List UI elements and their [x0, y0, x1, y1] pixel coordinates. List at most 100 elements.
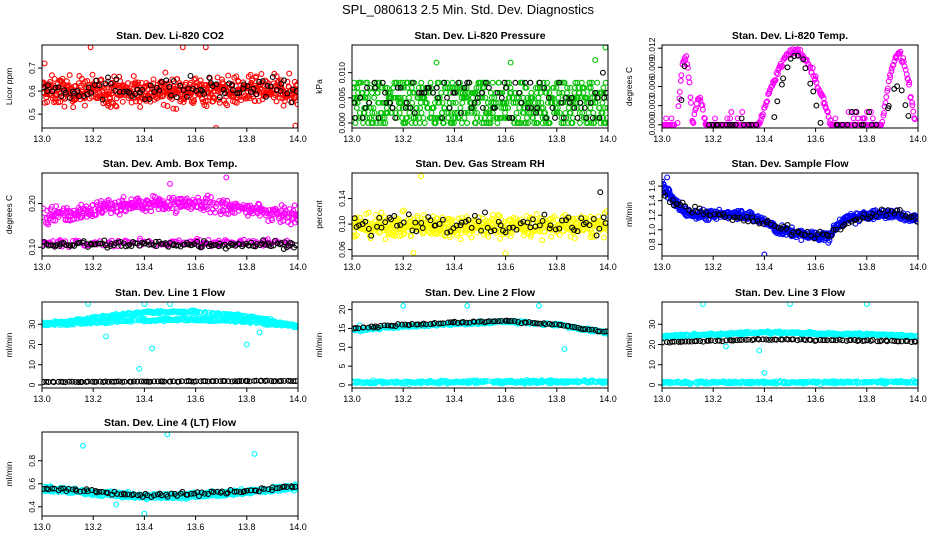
- data-point: [412, 219, 419, 226]
- data-point: [371, 84, 378, 91]
- data-point: [518, 99, 525, 106]
- data-point: [860, 121, 867, 128]
- data-point: [202, 45, 209, 51]
- data-point: [281, 77, 287, 84]
- y-tick-label: 0.10: [27, 239, 37, 256]
- x-tick-label: 14.0: [909, 134, 927, 144]
- data-point: [232, 378, 238, 385]
- data-point: [513, 109, 520, 116]
- data-point: [457, 104, 464, 111]
- data-point: [212, 209, 219, 216]
- data-point: [430, 104, 437, 111]
- data-point: [583, 114, 590, 121]
- data-point: [136, 198, 142, 205]
- data-point: [907, 94, 914, 100]
- data-point: [600, 234, 607, 241]
- data-point: [380, 120, 387, 126]
- data-point: [207, 241, 214, 248]
- data-point: [482, 94, 489, 101]
- data-point: [155, 206, 162, 213]
- data-point: [760, 111, 766, 118]
- data-point: [802, 65, 809, 72]
- series-secondary: [352, 69, 608, 121]
- data-point: [732, 121, 739, 128]
- data-point: [449, 79, 456, 86]
- data-point: [756, 220, 763, 227]
- data-point: [697, 94, 704, 101]
- x-tick-label: 13.4: [446, 134, 464, 144]
- data-point: [662, 192, 669, 199]
- data-point: [599, 69, 606, 76]
- data-point: [376, 229, 383, 236]
- data-point: [492, 218, 499, 225]
- data-point: [588, 120, 595, 126]
- x-tick-label: 13.6: [807, 262, 825, 272]
- data-point: [44, 99, 51, 105]
- data-point: [81, 102, 88, 109]
- data-point: [140, 92, 147, 99]
- data-point: [696, 205, 703, 212]
- data-point: [418, 109, 425, 116]
- data-point: [107, 80, 114, 87]
- data-point: [845, 220, 852, 227]
- x-tick-label: 13.2: [84, 394, 102, 404]
- chart-title: Stan. Dev. Li-820 Pressure: [414, 30, 545, 42]
- data-point: [550, 84, 557, 91]
- y-tick-label: 0.8: [647, 238, 657, 250]
- data-point: [258, 71, 265, 77]
- data-point: [454, 230, 461, 237]
- data-point: [85, 302, 92, 307]
- plot-points: [42, 302, 298, 386]
- y-tick-label: 0.005: [337, 87, 347, 109]
- data-point: [128, 378, 134, 385]
- data-point: [771, 114, 778, 121]
- data-point: [551, 213, 558, 220]
- data-point: [204, 192, 211, 199]
- data-point: [259, 78, 266, 85]
- data-point: [758, 112, 765, 119]
- x-tick-label: 13.6: [497, 134, 515, 144]
- data-point: [497, 222, 504, 229]
- data-point: [828, 232, 835, 239]
- y-tick-label: 0.14: [337, 190, 347, 207]
- data-point: [273, 73, 280, 80]
- data-point: [202, 309, 209, 316]
- data-point: [255, 200, 262, 207]
- data-point: [293, 88, 298, 95]
- data-point: [227, 240, 234, 247]
- x-tick-label: 13.6: [497, 262, 515, 272]
- y-axis-label: ml/min: [624, 202, 634, 227]
- x-tick-label: 13.8: [548, 134, 566, 144]
- data-point: [534, 104, 541, 111]
- data-point: [448, 109, 455, 116]
- data-point: [603, 114, 608, 121]
- data-point: [353, 104, 360, 111]
- data-point: [382, 120, 389, 126]
- data-point: [462, 109, 469, 116]
- series-secondary: [662, 189, 918, 242]
- data-point: [256, 212, 263, 219]
- y-tick-label: 0.006: [647, 76, 657, 98]
- data-point: [224, 102, 231, 109]
- data-point: [523, 84, 530, 91]
- y-tick-label: 0.000: [337, 112, 347, 134]
- data-point: [565, 214, 572, 221]
- data-point: [596, 104, 603, 111]
- data-point: [678, 97, 685, 104]
- data-point: [910, 213, 917, 220]
- data-point: [382, 89, 389, 96]
- data-point: [398, 99, 405, 106]
- data-point: [525, 120, 532, 126]
- data-point: [354, 378, 361, 385]
- data-point: [677, 77, 684, 84]
- data-point: [244, 83, 251, 90]
- data-point: [568, 94, 575, 101]
- data-point: [433, 59, 440, 66]
- data-point: [686, 79, 693, 86]
- data-point: [720, 211, 727, 218]
- data-point: [135, 79, 142, 86]
- data-point: [464, 79, 471, 86]
- data-point: [419, 225, 426, 231]
